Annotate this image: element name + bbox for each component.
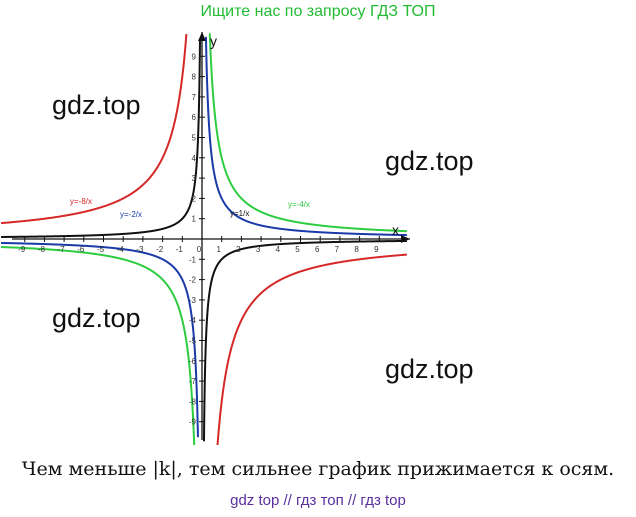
y-tick-label: 9	[192, 52, 197, 61]
x-tick-label: -3	[136, 245, 144, 254]
caption: Чем меньше |k|, тем сильнее график прижи…	[21, 458, 615, 480]
y-tick-label: -3	[189, 296, 197, 305]
y-tick-label: -9	[189, 418, 197, 427]
y-tick-label: -2	[189, 276, 197, 285]
watermark: gdz.top	[52, 303, 141, 333]
y-tick-label: 7	[192, 93, 197, 102]
y-tick-label: 6	[192, 113, 197, 122]
x-tick-label: 2	[236, 245, 241, 254]
y-tick-label: -5	[189, 337, 197, 346]
y-tick-label: 3	[192, 174, 197, 183]
x-tick-label: -7	[58, 245, 66, 254]
series-label-3: y=-2/x	[120, 210, 142, 219]
x-tick-label: 0	[197, 245, 202, 254]
x-tick-label: 8	[354, 245, 359, 254]
watermark: gdz.top	[385, 354, 474, 384]
x-axis-arrow	[401, 235, 410, 243]
x-tick-label: -9	[18, 245, 26, 254]
x-tick-label: -2	[156, 245, 164, 254]
chart-svg: xy -9 -8 -7 -6 -5 -4 -3 -2 -1 0 1 2 3 4 5 6 7 8 9-9-8-7-6-…	[0, 32, 410, 446]
y-tick-label: 8	[192, 73, 197, 82]
y-tick-label: -4	[189, 316, 197, 325]
footer-text[interactable]: gdz top // гдз топ // гдз top	[230, 492, 406, 509]
watermark: gdz.top	[385, 146, 474, 176]
x-axis-label: x	[392, 222, 399, 238]
series-curve-1-branch-1	[0, 33, 188, 225]
series-curve-3-branch-1	[1, 241, 199, 438]
x-tick-label: -5	[97, 245, 105, 254]
x-tick-label: 6	[315, 245, 320, 254]
series-label-4: y=1/x	[230, 209, 249, 218]
x-tick-label: 1	[216, 245, 221, 254]
series-curve-4-branch-1	[1, 39, 201, 239]
series-curve-1-branch-2	[216, 253, 407, 446]
series-label-1: y=-8/x	[70, 197, 92, 206]
series-curve-2-branch-2	[208, 33, 407, 233]
y-tick-label: 4	[192, 154, 197, 163]
y-axis-label: y	[210, 33, 217, 49]
y-tick-label: -1	[189, 255, 197, 264]
y-tick-label: -6	[189, 357, 197, 366]
ticks-layer: -9 -8 -7 -6 -5 -4 -3 -2 -1 0 1 2 3 4 5 6 7 8 9-9-8-7-6-5-4…	[18, 52, 380, 427]
x-tick-label: 9	[374, 245, 379, 254]
y-tick-label: -8	[189, 397, 197, 406]
x-tick-label: 3	[256, 245, 261, 254]
x-tick-label: 4	[276, 245, 281, 254]
x-tick-label: -6	[77, 245, 85, 254]
x-tick-label: 5	[295, 245, 300, 254]
series-curve-2-branch-1	[1, 245, 196, 446]
curves-layer	[0, 33, 407, 446]
y-axis-arrow	[198, 32, 206, 41]
x-tick-label: -8	[38, 245, 46, 254]
top-banner: Ищите нас по запросу ГДЗ ТОП	[200, 3, 436, 20]
y-tick-label: -7	[189, 377, 197, 386]
series-label-2: y=-4/x	[288, 200, 310, 209]
x-tick-label: -1	[176, 245, 184, 254]
watermark: gdz.top	[52, 90, 141, 120]
x-tick-label: 7	[335, 245, 340, 254]
y-tick-label: 5	[192, 134, 197, 143]
series-curve-4-branch-2	[202, 239, 407, 442]
y-tick-label: 1	[192, 215, 197, 224]
x-tick-label: -4	[117, 245, 125, 254]
series-labels-layer: y=-8/x y=-4/x y=-2/x y=1/x	[70, 197, 310, 219]
y-tick-label: 2	[192, 194, 197, 203]
series-curve-3-branch-2	[204, 36, 407, 237]
